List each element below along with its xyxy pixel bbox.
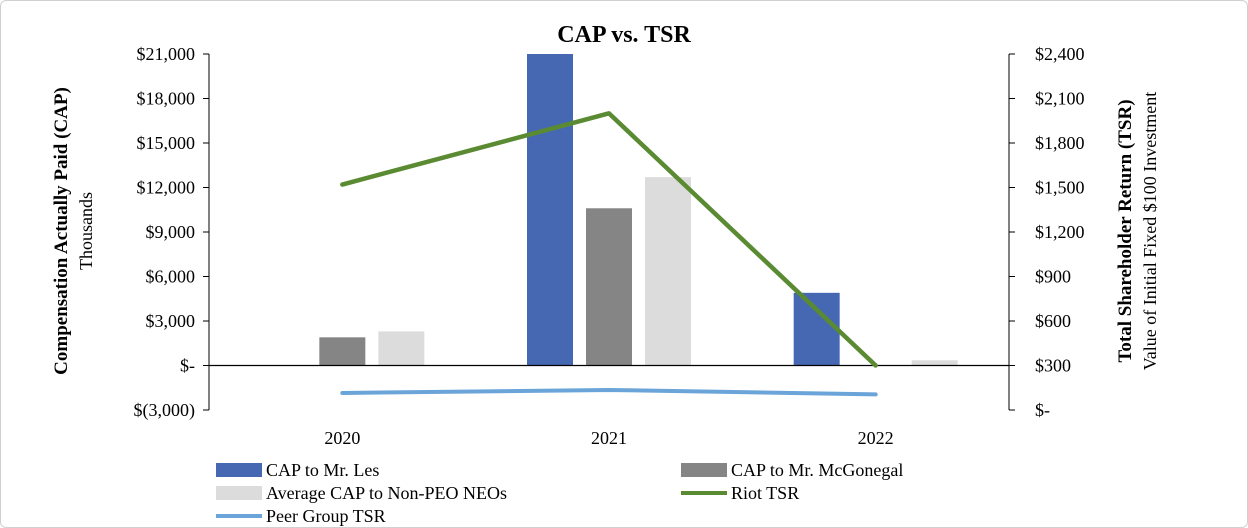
left-tick-label: $6,000	[146, 267, 196, 287]
bar-cap-to-mr-mcgonegal-2021	[586, 208, 632, 366]
left-tick-label: $-	[180, 356, 195, 376]
right-tick-label: $1,800	[1035, 133, 1085, 153]
left-axis-sublabel: Thousands	[76, 192, 96, 270]
right-tick-label: $2,400	[1035, 44, 1085, 64]
legend-label-cap-to-mr-les: CAP to Mr. Les	[266, 460, 379, 480]
right-tick-label: $300	[1035, 356, 1071, 376]
right-axis-label: Total Shareholder Return (TSR)	[1115, 99, 1136, 362]
bar-cap-to-mr-mcgonegal-2020	[319, 337, 366, 366]
legend: CAP to Mr. Les CAP to Mr. McGonegal Averag…	[216, 460, 903, 526]
category-label: 2021	[591, 428, 627, 448]
left-tick-label: $21,000	[137, 44, 196, 64]
bar-average-cap-to-non-peo-neos-2021	[645, 177, 691, 366]
line-peer-group-tsr	[340, 387, 878, 397]
left-tick-label: $(3,000)	[134, 400, 196, 421]
left-tick-label: $3,000	[146, 311, 196, 331]
legend-label-cap-to-mr-mcgonegal: CAP to Mr. McGonegal	[731, 460, 903, 480]
legend-swatch-cap-to-mr-mcgonegal	[681, 463, 727, 477]
bar-cap-to-mr-les-2021	[527, 54, 573, 366]
legend-swatch-average-cap-to-non-peo-neos	[216, 486, 262, 500]
left-tick-label: $12,000	[137, 178, 196, 198]
bar-average-cap-to-non-peo-neos-2022	[911, 360, 958, 366]
category-label: 2022	[858, 428, 894, 448]
right-tick-label: $2,100	[1035, 89, 1085, 109]
bar-average-cap-to-non-peo-neos-2020	[378, 331, 425, 366]
category-label: 2020	[324, 428, 360, 448]
right-axis-sublabel: Value of Initial Fixed $100 Investment	[1140, 92, 1160, 370]
right-tick-label: $1,200	[1035, 222, 1085, 242]
right-tick-label: $1,500	[1035, 178, 1085, 198]
left-tick-label: $15,000	[137, 133, 196, 153]
left-tick-label: $9,000	[146, 222, 196, 242]
legend-label-average-cap-to-non-peo-neos: Average CAP to Non-PEO NEOs	[266, 483, 507, 503]
chart-title: CAP vs. TSR	[557, 22, 691, 48]
right-tick-label: $900	[1035, 267, 1071, 287]
right-tick-label: $-	[1035, 400, 1050, 420]
bar-cap-to-mr-les-2022	[793, 292, 840, 366]
left-axis-label: Compensation Actually Paid (CAP)	[51, 87, 72, 375]
left-tick-label: $18,000	[137, 89, 196, 109]
legend-label-riot-tsr: Riot TSR	[731, 483, 799, 503]
right-tick-label: $600	[1035, 311, 1071, 331]
legend-swatch-cap-to-mr-les	[216, 463, 262, 477]
plot-area: $21,000 $18,000 $15,000 $12,000 $9,000 $6,000…	[134, 44, 1085, 448]
legend-label-peer-group-tsr: Peer Group TSR	[266, 506, 386, 526]
